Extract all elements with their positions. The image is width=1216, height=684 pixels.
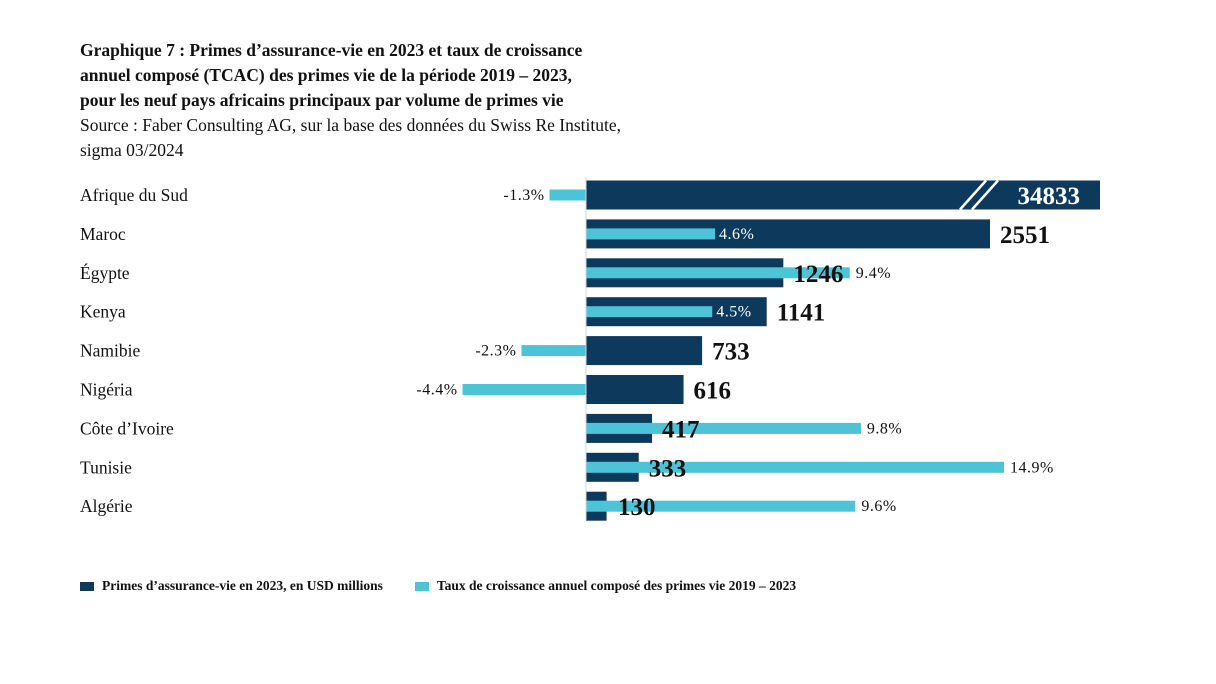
cagr-value-label: -2.3% xyxy=(475,343,516,360)
premium-value-label: 1246 xyxy=(793,261,843,288)
cagr-bar xyxy=(586,500,856,512)
legend-swatch-cagr xyxy=(414,581,429,591)
cagr-bar xyxy=(586,461,1004,473)
cagr-value-label: 9.6% xyxy=(861,498,896,515)
chart-title-line-2: annuel composé (TCAC) des primes vie de … xyxy=(80,65,572,85)
cagr-value-label: 4.5% xyxy=(716,304,751,321)
category-label: Afrique du Sud xyxy=(80,185,188,205)
chart-title-line-1: Graphique 7 : Primes d’assurance-vie en … xyxy=(80,40,583,60)
cagr-bar xyxy=(586,267,850,279)
premium-value-label: 34833 xyxy=(1018,183,1081,210)
cagr-value-label: -4.4% xyxy=(416,382,457,399)
cagr-value-label: 9.8% xyxy=(867,420,902,437)
cagr-value-label: 9.4% xyxy=(856,265,891,282)
premium-bar xyxy=(586,336,703,366)
premium-value-label: 333 xyxy=(649,455,687,482)
axis-break-mark xyxy=(971,179,999,211)
premium-bar xyxy=(586,180,1100,210)
cagr-value-label: 4.6% xyxy=(719,226,754,243)
chart-source-line-2: sigma 03/2024 xyxy=(80,140,184,160)
legend-item-premium: Primes d’assurance-vie en 2023, en USD m… xyxy=(80,578,383,594)
premium-value-label: 130 xyxy=(618,494,656,521)
cagr-value-label: 14.9% xyxy=(1010,459,1054,476)
category-label: Kenya xyxy=(80,302,126,322)
legend-swatch-premium xyxy=(80,581,94,591)
premium-value-label: 417 xyxy=(662,416,700,443)
chart-legend: Primes d’assurance-vie en 2023, en USD m… xyxy=(80,578,828,594)
category-label: Nigéria xyxy=(80,380,133,400)
cagr-bar xyxy=(586,306,713,318)
category-label: Namibie xyxy=(80,341,140,361)
legend-label-cagr: Taux de croissance annuel composé des pr… xyxy=(436,578,797,593)
premium-value-label: 1141 xyxy=(777,300,826,327)
category-label: Tunisie xyxy=(80,457,132,477)
category-label: Maroc xyxy=(80,224,126,244)
chart-title-line-3: pour les neuf pays africains principaux … xyxy=(80,90,564,110)
axis-break-mark xyxy=(959,179,987,211)
chart-title-block: Graphique 7 : Primes d’assurance-vie en … xyxy=(80,38,780,163)
legend-label-premium: Primes d’assurance-vie en 2023, en USD m… xyxy=(102,578,383,593)
category-label: Côte d’Ivoire xyxy=(80,418,174,438)
category-label: Égypte xyxy=(80,263,130,283)
premium-bar xyxy=(586,375,684,404)
cagr-bar xyxy=(462,384,586,395)
cagr-value-label: -1.3% xyxy=(503,187,544,204)
cagr-bar xyxy=(586,422,861,434)
cagr-bar xyxy=(586,228,716,240)
cagr-bar xyxy=(521,345,586,357)
legend-item-cagr: Taux de croissance annuel composé des pr… xyxy=(414,578,797,594)
premium-value-label: 2551 xyxy=(1000,222,1050,249)
category-label: Algérie xyxy=(80,496,133,516)
cagr-bar xyxy=(549,189,586,201)
chart-source-line-1: Source : Faber Consulting AG, sur la bas… xyxy=(80,115,621,135)
premium-value-label: 616 xyxy=(694,378,732,405)
premium-value-label: 733 xyxy=(712,339,750,366)
